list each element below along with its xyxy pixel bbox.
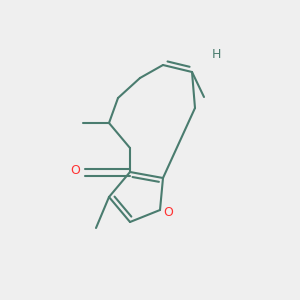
Text: O: O [163, 206, 173, 218]
Text: O: O [70, 164, 80, 176]
Text: H: H [211, 49, 221, 62]
